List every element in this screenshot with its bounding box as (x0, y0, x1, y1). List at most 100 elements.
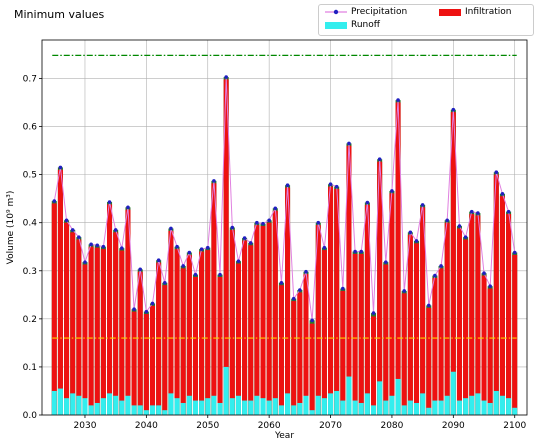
precipitation-point (267, 218, 271, 223)
infiltration-bar (107, 204, 113, 415)
infiltration-bar (174, 249, 180, 415)
infiltration-bar (64, 222, 70, 415)
runoff-bar (315, 395, 321, 415)
infiltration-bar (303, 274, 309, 415)
infiltration-bar (235, 263, 241, 415)
infiltration-bar (248, 245, 254, 415)
infiltration-bar (137, 271, 143, 415)
legend-infiltration-swatch (439, 8, 461, 16)
precipitation-point (279, 280, 284, 285)
infiltration-bar (377, 161, 383, 415)
precipitation-point (150, 301, 155, 306)
precipitation-point (199, 247, 204, 251)
precipitation-point (451, 107, 456, 112)
infiltration-bar (88, 246, 94, 415)
reference-lines (52, 54, 517, 339)
infiltration-bar (487, 288, 493, 415)
runoff-bar (88, 405, 94, 415)
precipitation-point (212, 179, 216, 183)
runoff-bar (364, 393, 370, 415)
infiltration-bar (346, 145, 352, 415)
runoff-bar (235, 395, 241, 415)
precipitation-point (402, 289, 407, 293)
precipitation-point (383, 260, 388, 264)
infiltration-bar (125, 209, 131, 415)
infiltration-bar (334, 189, 340, 415)
runoff-bar (168, 393, 174, 415)
legend-runoff-swatch (325, 21, 347, 29)
precipitation-point (242, 236, 247, 240)
precipitation-point (193, 272, 198, 277)
runoff-bar (254, 395, 260, 415)
infiltration-bar (358, 253, 364, 415)
precipitation-point (353, 249, 357, 254)
precipitation-point (101, 244, 106, 249)
runoff-bar (352, 400, 358, 415)
infiltration-bar (401, 293, 407, 415)
x-tick-label: 2080 (380, 421, 403, 431)
precipitation-line-layer (52, 75, 517, 323)
precipitation-point (476, 211, 480, 215)
precipitation-point (457, 224, 462, 228)
precipitation-point (120, 246, 124, 250)
runoff-bar (291, 405, 297, 415)
infiltration-bar (192, 277, 198, 415)
precipitation-point (328, 182, 333, 187)
infiltration-bar (407, 234, 413, 415)
runoff-bar (229, 398, 235, 415)
legend-item-runoff: Runoff (325, 20, 380, 30)
runoff-bar (493, 390, 499, 415)
precipitation-point (285, 183, 290, 187)
precipitation-point (426, 303, 431, 308)
precipitation-point (138, 267, 143, 272)
runoff-bar (64, 398, 70, 415)
runoff-bar (426, 407, 432, 415)
precipitation-point (304, 269, 308, 274)
infiltration-bar (328, 186, 334, 415)
runoff-bar (217, 402, 223, 415)
infiltration-bar (352, 253, 358, 415)
runoff-bar (82, 398, 88, 415)
infiltration-bar (266, 222, 272, 415)
runoff-bar (260, 398, 266, 415)
x-axis-label: Year (274, 431, 294, 441)
bars-layer (51, 77, 518, 416)
y-tick-label: 0.2 (23, 315, 37, 325)
precipitation-point (500, 192, 505, 196)
infiltration-bar (162, 285, 168, 415)
precipitation-point (83, 260, 87, 264)
precipitation-point (334, 184, 339, 189)
y-axis-ticks: 0.0 0.1 0.2 0.3 0.4 0.5 0.6 0.7 (23, 74, 42, 421)
x-tick-label: 2040 (135, 421, 158, 431)
runoff-bar (156, 405, 162, 415)
infiltration-bar (420, 207, 426, 415)
precipitation-point (218, 272, 222, 277)
precipitation-point (156, 258, 161, 262)
runoff-bar (205, 398, 211, 415)
runoff-bar (432, 400, 438, 415)
infiltration-bar (364, 204, 370, 415)
precipitation-point (181, 264, 186, 268)
infiltration-bar (70, 232, 76, 415)
legend: Precipitation Infiltration Runoff (318, 4, 534, 36)
runoff-bar (57, 388, 63, 415)
runoff-bar (395, 378, 401, 415)
precipitation-point (107, 200, 112, 204)
infiltration-bar (499, 196, 505, 415)
infiltration-bar (100, 249, 106, 415)
precipitation-point (77, 235, 81, 239)
infiltration-bar (211, 183, 217, 415)
infiltration-bar (395, 102, 401, 415)
precipitation-point (95, 243, 100, 248)
infiltration-bar (389, 193, 395, 415)
runoff-bar (143, 410, 149, 415)
runoff-bar (334, 390, 340, 415)
precipitation-point (377, 157, 382, 162)
runoff-bar (131, 405, 137, 415)
runoff-bar (401, 405, 407, 415)
infiltration-bar (242, 240, 248, 415)
precipitation-point (463, 235, 468, 239)
runoff-bar (100, 398, 106, 415)
legend-precipitation-swatch (325, 9, 347, 15)
runoff-bar (174, 398, 180, 415)
